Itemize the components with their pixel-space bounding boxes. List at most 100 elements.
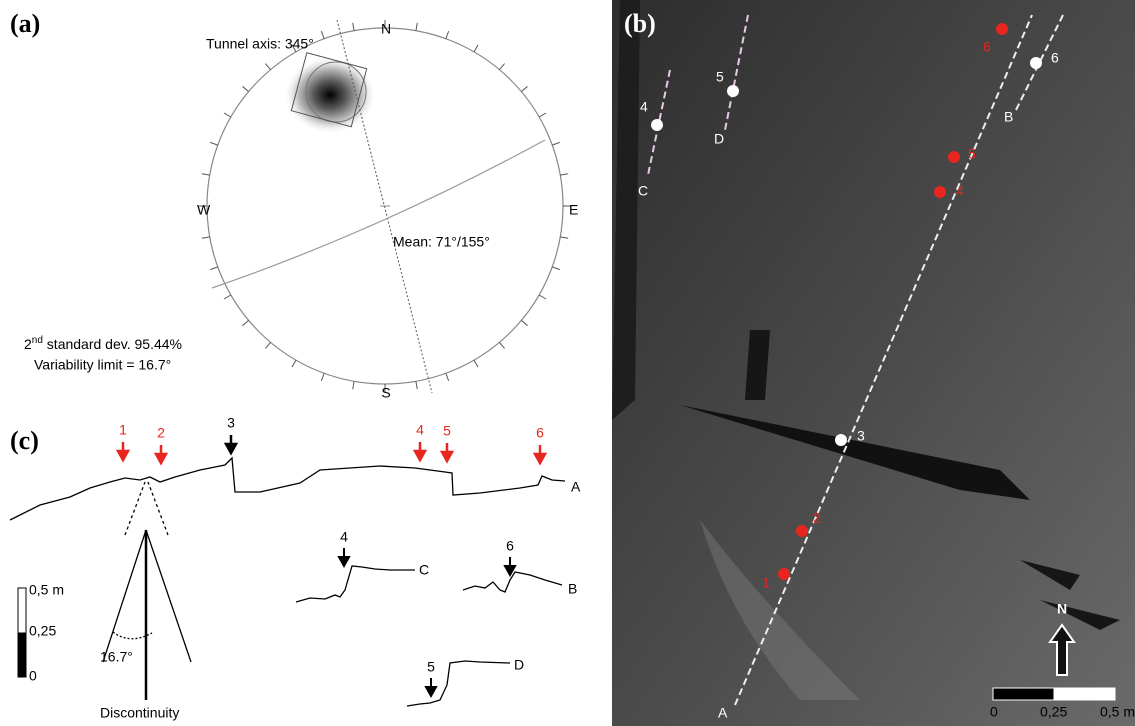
- tick: [521, 86, 527, 91]
- panel-a: (a) Tunnel axis: 345° N E S W Mean: 71°/…: [10, 9, 578, 401]
- tick: [416, 23, 417, 31]
- marker-arrow: [339, 548, 349, 566]
- line-label: B: [1004, 109, 1013, 125]
- marker-arrow: [442, 443, 452, 461]
- scale-label: 0: [29, 668, 37, 684]
- marker-arrow: [426, 678, 436, 696]
- photo: [612, 0, 1135, 726]
- scale-bar-white: [1054, 688, 1115, 700]
- scale-black: [18, 633, 26, 677]
- tick: [265, 342, 270, 348]
- tick: [202, 174, 210, 175]
- panel-label: (b): [624, 9, 656, 38]
- tick: [243, 86, 249, 91]
- line-label: D: [714, 131, 724, 147]
- dir-e: E: [569, 202, 578, 218]
- tick: [243, 320, 249, 325]
- profile-b: [463, 572, 562, 592]
- marker-label: 4: [416, 422, 424, 438]
- tick: [416, 381, 417, 389]
- point-label: 3: [857, 428, 865, 444]
- cone-side: [103, 530, 146, 662]
- scale-label: 0,25: [29, 623, 56, 639]
- page: (a) Tunnel axis: 345° N E S W Mean: 71°/…: [0, 0, 1135, 726]
- std-number: 2: [24, 336, 32, 352]
- std-label: 2nd standard dev. 95.44%: [24, 335, 182, 352]
- marker-label: 3: [227, 415, 235, 431]
- tick: [474, 45, 478, 52]
- tick: [499, 64, 504, 70]
- scale-bar-black: [993, 688, 1054, 700]
- profile-a: [10, 458, 565, 520]
- guide: [125, 482, 145, 535]
- profile-c: [296, 566, 415, 602]
- tick: [474, 360, 478, 367]
- marker-label: 5: [427, 659, 435, 675]
- tick: [521, 320, 527, 325]
- panel-label: (c): [10, 426, 39, 455]
- tick: [321, 373, 324, 381]
- mean-great-circle: [212, 140, 545, 288]
- tick: [539, 295, 546, 299]
- std-text: standard dev. 95.44%: [43, 336, 182, 352]
- tick: [265, 64, 270, 70]
- red-point: [934, 186, 946, 198]
- red-point: [948, 151, 960, 163]
- white-point: [835, 434, 847, 446]
- tick: [292, 360, 296, 367]
- point-label: 6: [983, 39, 991, 55]
- marker-arrow: [156, 445, 166, 463]
- point-label: 6: [1051, 50, 1059, 66]
- panel-b: 1 2 4 5 6 3 4 5 6 A B C D (b) N 0 0,25 0…: [612, 0, 1135, 726]
- tick: [210, 142, 218, 145]
- marker-label: 1: [119, 422, 127, 438]
- marker-arrow: [226, 435, 236, 453]
- profile-label: A: [571, 479, 581, 495]
- marker-label: 6: [536, 425, 544, 441]
- profile-label: D: [514, 657, 524, 673]
- north-label: N: [1057, 601, 1067, 617]
- variability-label: Variability limit = 16.7°: [34, 357, 171, 373]
- dir-s: S: [381, 385, 390, 401]
- scale-label: 0,25: [1040, 704, 1067, 720]
- scale-white: [18, 588, 26, 633]
- guide: [148, 482, 168, 535]
- std-sup: nd: [32, 335, 43, 346]
- marker-arrow: [415, 442, 425, 460]
- tick: [224, 113, 231, 117]
- panel-label: (a): [10, 9, 40, 38]
- scale-label: 0: [990, 704, 998, 720]
- cone-side: [146, 530, 191, 662]
- white-point: [651, 119, 663, 131]
- tick: [539, 113, 546, 117]
- profile-label: B: [568, 581, 577, 597]
- dir-w: W: [197, 202, 211, 218]
- profile-label: C: [419, 562, 429, 578]
- white-point: [727, 85, 739, 97]
- dir-n: N: [381, 21, 391, 37]
- point-label: 1: [762, 575, 770, 591]
- tick: [552, 267, 560, 270]
- marker-arrow: [535, 445, 545, 463]
- red-point: [796, 525, 808, 537]
- discontinuity-label: Discontinuity: [100, 705, 179, 721]
- line-label: C: [638, 183, 648, 199]
- point-label: 2: [813, 510, 821, 526]
- angle-label: 16.7°: [100, 649, 133, 665]
- marker-label: 5: [443, 423, 451, 439]
- tick: [353, 23, 354, 31]
- tick: [321, 31, 324, 39]
- axis-label: Tunnel axis: 345°: [206, 36, 314, 52]
- marker-label: 4: [340, 529, 348, 545]
- point-label: 4: [640, 99, 648, 115]
- point-label: 5: [968, 146, 976, 162]
- tick: [446, 373, 449, 381]
- tick: [446, 31, 449, 39]
- tick: [202, 237, 210, 238]
- profile-d: [407, 661, 510, 706]
- tick: [560, 174, 568, 175]
- scale-label: 0,5 m: [29, 582, 64, 598]
- red-point: [778, 568, 790, 580]
